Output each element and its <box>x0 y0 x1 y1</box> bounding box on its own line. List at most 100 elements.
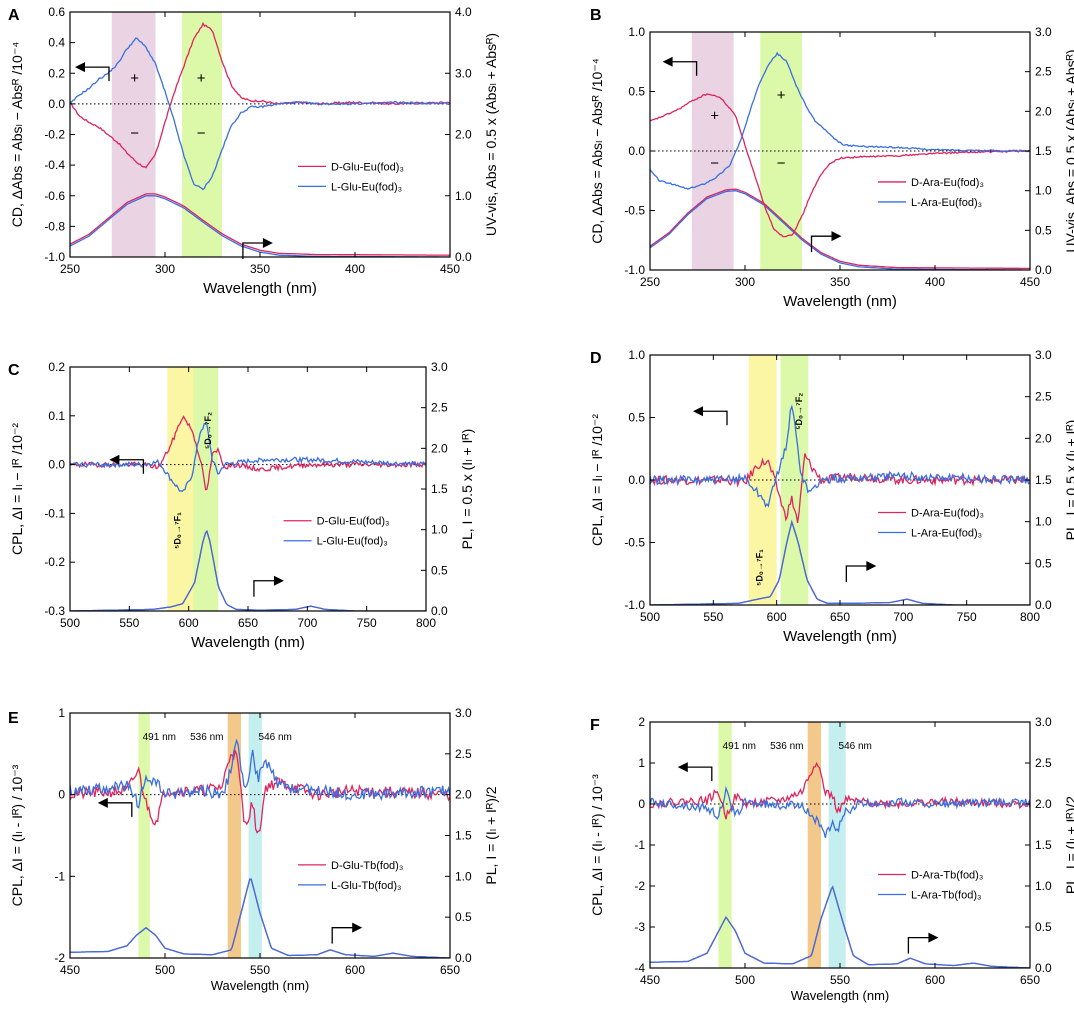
legend-entry: D-Glu-Eu(fod)₃ <box>331 161 404 173</box>
axes-frame <box>69 366 427 612</box>
x-tick-label: 750 <box>357 616 377 630</box>
y-axis-label: CPL, ΔI = Iₗ − Iᴿ /10⁻² <box>9 423 25 555</box>
y2-axis-label: PL, I = 0.5 x (Iₗ + Iᴿ) <box>1063 420 1074 541</box>
y-tick-label: -0.3 <box>44 604 65 618</box>
y2-tick-label: 0.0 <box>1035 263 1052 277</box>
y2-tick-label: 2.0 <box>1035 104 1052 118</box>
y2-tick-label: 1.5 <box>455 829 472 843</box>
plot-area <box>650 32 1030 270</box>
x-tick-label: 300 <box>155 262 175 276</box>
y2-axis-label: PL, I = (Iₗ + Iᴿ)/2 <box>483 786 499 884</box>
arrow-head <box>677 762 688 773</box>
arrow-head <box>928 932 939 943</box>
y-tick-label: 0.0 <box>628 144 645 158</box>
y-tick-label: 0.0 <box>628 473 645 487</box>
x-tick-label: 700 <box>297 616 317 630</box>
dichroism-curve-l <box>650 51 1030 190</box>
band-wavelength-label: 536 nm <box>190 732 223 743</box>
y2-tick-label: 3.0 <box>455 66 472 80</box>
y-tick-label: -1.0 <box>624 598 645 612</box>
axis-pointer-arrow <box>907 936 931 954</box>
x-tick-label: 550 <box>250 963 270 977</box>
arrow-head <box>662 56 673 67</box>
x-tick-label: 550 <box>703 610 723 624</box>
emission-curve-l <box>70 878 450 958</box>
y-tick-label: 0.2 <box>48 66 65 80</box>
y2-tick-label: 3.0 <box>1035 25 1052 39</box>
y2-tick-label: 2.0 <box>1035 431 1052 445</box>
highlight-band <box>227 713 241 958</box>
y2-tick-label: 0.5 <box>1035 556 1052 570</box>
x-tick-label: 650 <box>238 616 258 630</box>
y2-tick-label: 2.5 <box>1035 65 1052 79</box>
x-tick-label: 700 <box>893 610 913 624</box>
arrow-head <box>693 406 703 417</box>
y-tick-label: 0.4 <box>48 36 65 50</box>
y2-tick-label: 2.0 <box>431 441 448 455</box>
y2-tick-label: 2.5 <box>1035 390 1052 404</box>
y2-tick-label: 0.5 <box>1035 223 1052 237</box>
sign-label: + <box>777 87 786 104</box>
highlight-band <box>167 367 195 611</box>
y2-tick-label: 2.0 <box>1035 797 1052 811</box>
y2-tick-label: 1.0 <box>431 523 448 537</box>
y2-tick-label: 0.5 <box>1035 920 1052 934</box>
y-tick-label: -4 <box>634 961 645 975</box>
arrow-head <box>352 922 363 933</box>
y-tick-label: 0.6 <box>48 5 65 19</box>
sign-label: + <box>130 70 139 87</box>
x-tick-label: 600 <box>767 610 787 624</box>
legend-entry: D-Ara-Eu(fod)₃ <box>911 508 984 520</box>
arrow-head <box>273 575 284 586</box>
x-tick-label: 250 <box>640 275 660 289</box>
legend-entry: L-Ara-Eu(fod)₃ <box>911 197 982 209</box>
chart-panel-a: A 250 300 350 400 450 -1.0 -0.8 -0.6 -0.4 -0.2 0.0 0… <box>8 5 499 297</box>
y2-tick-label: 3.0 <box>1035 348 1052 362</box>
dichroism-curve-d <box>70 21 450 169</box>
y-tick-label: 0.5 <box>628 411 645 425</box>
axis-pointer-arrow <box>105 802 133 817</box>
x-tick-label: 550 <box>119 616 139 630</box>
axis-pointer-arrow <box>331 927 355 944</box>
y2-tick-label: 3.0 <box>455 706 472 720</box>
chart-panel-d: D 500 550 600 650 700 750 800 -1.0 -0.5 0.0 0.5 1.0 0… <box>589 348 1074 645</box>
sign-label: + <box>197 70 206 87</box>
band-wavelength-label: 491 nm <box>143 732 176 743</box>
y-tick-label: 1.0 <box>628 25 645 39</box>
chart-panel-b: B 250 300 350 400 450 -1.0 -0.5 0.0 0.5 1.0 0.0 0.5 1… <box>589 7 1074 310</box>
axis-pointer-arrow <box>253 580 276 597</box>
arrow-head <box>262 238 273 248</box>
y2-tick-label: 1.5 <box>1035 473 1052 487</box>
transition-label: ⁵D₀→⁷F₂ <box>203 412 213 449</box>
panel-letter: B <box>590 7 602 24</box>
y2-tick-label: 2.0 <box>455 128 472 142</box>
legend-entry: L-Ara-Tb(fod)₃ <box>911 890 982 902</box>
y-tick-label: -1 <box>634 838 645 852</box>
y-tick-label: -0.2 <box>44 555 65 569</box>
x-tick-label: 600 <box>345 963 365 977</box>
y-tick-label: 0.1 <box>48 409 65 423</box>
x-tick-label: 500 <box>640 610 660 624</box>
legend-entry: L-Glu-Eu(fod)₃ <box>317 536 388 548</box>
y2-tick-label: 4.0 <box>455 5 472 19</box>
x-tick-label: 350 <box>250 262 270 276</box>
highlight-band <box>828 722 846 968</box>
sign-label: − <box>197 125 206 142</box>
y-tick-label: -1 <box>54 869 65 883</box>
y2-tick-label: 2.5 <box>431 401 448 415</box>
x-axis-label: Wavelength (nm) <box>783 293 897 310</box>
legend-entry: L-Glu-Eu(fod)₃ <box>331 181 402 193</box>
axis-pointer-arrow <box>845 565 869 582</box>
y2-tick-label: 3.0 <box>431 360 448 374</box>
y-tick-label: 1 <box>638 756 645 770</box>
legend-entry: D-Glu-Eu(fod)₃ <box>317 516 390 528</box>
y-tick-label: -0.4 <box>44 158 65 172</box>
y2-tick-label: 0.0 <box>455 951 472 965</box>
y-tick-label: -1.0 <box>44 250 65 264</box>
y-tick-label: 0.5 <box>628 85 645 99</box>
y2-tick-label: 1.0 <box>1035 879 1052 893</box>
highlight-band <box>807 722 821 968</box>
x-axis-label: Wavelength (nm) <box>791 988 890 1003</box>
sign-label: − <box>777 155 786 172</box>
y-axis-label: CPL, ΔI = (Iₗ - Iᴿ) / 10⁻³ <box>589 774 605 916</box>
